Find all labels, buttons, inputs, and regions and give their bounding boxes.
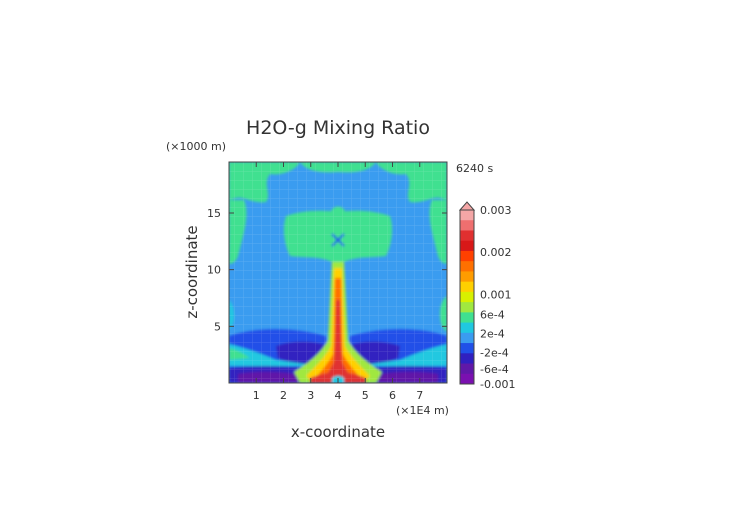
- x-tick-label: 2: [280, 389, 287, 402]
- y-tick-label: 15: [207, 207, 221, 220]
- x-tick-label: 3: [307, 389, 314, 402]
- colorbar-top-arrow: [458, 201, 476, 211]
- heatmap-field: [229, 162, 447, 383]
- colorbar-swatch: [460, 250, 474, 262]
- y-tick-label: 5: [214, 320, 221, 333]
- colorbar-swatch: [460, 271, 474, 283]
- colorbar-label: 0.003: [480, 204, 512, 217]
- y-axis: 5 10 15: [207, 207, 447, 333]
- time-label: 6240 s: [456, 162, 493, 175]
- colorbar-label: -2e-4: [480, 347, 509, 360]
- x-unit-label: (×1E4 m): [396, 404, 449, 417]
- colorbar-swatch: [460, 220, 474, 231]
- x-tick-label: 5: [362, 389, 369, 402]
- colorbar-swatch: [460, 322, 474, 334]
- colorbar-swatch: [460, 281, 474, 293]
- colorbar-swatch: [460, 343, 474, 354]
- colorbar-swatch: [460, 230, 474, 242]
- colorbar-frame: [459, 209, 475, 385]
- field-grid: [229, 162, 447, 383]
- colorbar-swatch: [460, 373, 474, 385]
- x-tick-label: 7: [416, 389, 423, 402]
- colorbar-label: 0.001: [480, 288, 512, 301]
- colorbar-swatch: [460, 302, 474, 313]
- y-axis-label: z-coordinate: [183, 225, 201, 318]
- colorbar-label: 2e-4: [480, 328, 505, 341]
- colorbar-swatch: [460, 312, 474, 323]
- x-tick-label: 6: [389, 389, 396, 402]
- x-tick-label: 1: [253, 389, 260, 402]
- chart-title: H2O-g Mixing Ratio: [246, 117, 430, 139]
- colorbar-label: 0.002: [480, 246, 512, 259]
- y-tick-label: 10: [207, 264, 221, 277]
- x-axis-label: x-coordinate: [291, 423, 385, 441]
- colorbar-swatch: [460, 353, 474, 364]
- colorbar-label: 6e-4: [480, 308, 505, 321]
- x-tick-label: 4: [335, 389, 342, 402]
- colorbar-swatch: [460, 332, 474, 344]
- x-axis: 1 2 3 4 5 6 7: [253, 162, 423, 402]
- colorbar-swatch: [460, 363, 474, 375]
- colorbar-swatch: [460, 261, 474, 272]
- colorbar-label: -0.001: [480, 378, 515, 391]
- y-unit-label: (×1000 m): [166, 140, 226, 153]
- colorbar: 0.003 0.002 0.001 6e-4 2e-4 -2e-4 -6e-4 -0.001: [458, 201, 515, 391]
- colorbar-swatch: [460, 291, 474, 303]
- colorbar-swatch: [460, 240, 474, 252]
- colorbar-swatch: [460, 210, 474, 221]
- colorbar-label: -6e-4: [480, 363, 509, 376]
